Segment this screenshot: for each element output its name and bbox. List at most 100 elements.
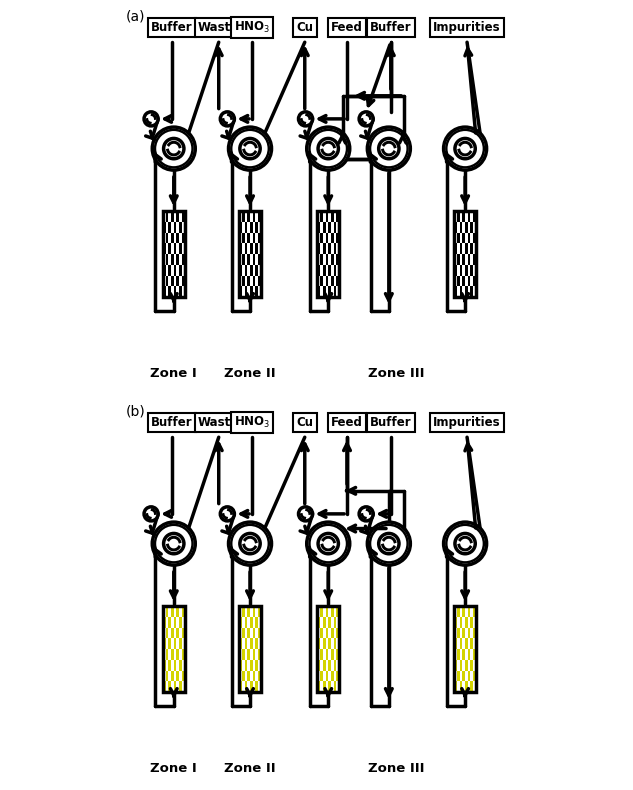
Bar	[174, 287, 177, 297]
Bar	[179, 276, 182, 287]
Bar	[253, 287, 255, 297]
Bar	[177, 682, 179, 692]
Bar	[177, 649, 179, 660]
Bar	[454, 222, 457, 233]
Bar	[334, 222, 336, 233]
Bar	[255, 660, 258, 671]
Bar	[331, 243, 334, 254]
Bar	[255, 233, 258, 243]
Bar	[255, 222, 258, 233]
Bar	[331, 671, 334, 682]
Bar	[258, 671, 261, 682]
Text: Waste: Waste	[198, 416, 239, 429]
Bar	[473, 287, 476, 297]
Bar	[329, 211, 331, 222]
Bar	[473, 638, 476, 649]
Bar	[318, 233, 320, 243]
Bar	[239, 649, 242, 660]
Bar	[171, 628, 174, 638]
Bar	[325, 265, 329, 276]
Bar	[253, 671, 255, 682]
Bar	[470, 211, 473, 222]
Bar	[182, 671, 185, 682]
Bar	[258, 649, 261, 660]
Bar	[334, 617, 336, 628]
Text: Waste: Waste	[198, 21, 239, 34]
Bar	[163, 606, 185, 692]
Bar	[318, 617, 320, 628]
Bar	[168, 628, 171, 638]
Bar	[239, 628, 242, 638]
Circle shape	[444, 522, 487, 565]
Bar	[166, 222, 168, 233]
Bar	[465, 660, 468, 671]
Text: Feed: Feed	[331, 416, 363, 429]
Bar	[465, 649, 468, 660]
Bar	[470, 628, 473, 638]
Bar	[465, 287, 468, 297]
Bar	[174, 265, 177, 276]
Bar	[320, 211, 323, 222]
Bar	[250, 638, 253, 649]
Bar	[334, 233, 336, 243]
Bar	[320, 222, 323, 233]
Bar	[336, 211, 339, 222]
Bar	[177, 628, 179, 638]
Bar	[465, 617, 468, 628]
Bar	[465, 254, 468, 265]
Bar	[258, 638, 261, 649]
Bar	[166, 628, 168, 638]
Bar	[460, 617, 463, 628]
Bar	[171, 638, 174, 649]
Bar	[320, 265, 323, 276]
Bar	[168, 671, 171, 682]
Bar	[468, 671, 470, 682]
Bar	[331, 265, 334, 276]
Bar	[454, 211, 457, 222]
Text: Buffer: Buffer	[370, 21, 411, 34]
Bar	[174, 638, 177, 649]
Bar	[242, 222, 244, 233]
Bar	[334, 671, 336, 682]
Bar	[329, 276, 331, 287]
Bar	[242, 254, 244, 265]
Circle shape	[153, 127, 195, 170]
Text: Zone II: Zone II	[224, 762, 276, 775]
Circle shape	[163, 138, 184, 159]
Bar	[179, 638, 182, 649]
Bar	[163, 638, 166, 649]
Circle shape	[367, 522, 410, 565]
Bar	[329, 243, 331, 254]
Bar	[177, 243, 179, 254]
Bar	[336, 233, 339, 243]
Bar	[468, 233, 470, 243]
Bar	[320, 233, 323, 243]
Bar	[463, 682, 465, 692]
Bar	[168, 682, 171, 692]
Bar	[248, 617, 250, 628]
Bar	[470, 660, 473, 671]
Bar	[163, 276, 166, 287]
Bar	[250, 233, 253, 243]
Bar	[331, 649, 334, 660]
Bar	[239, 276, 242, 287]
Bar	[244, 254, 248, 265]
Bar	[325, 671, 329, 682]
Bar	[454, 671, 457, 682]
Bar	[318, 682, 320, 692]
Bar	[242, 211, 244, 222]
Bar	[454, 628, 457, 638]
Bar	[168, 265, 171, 276]
Bar	[244, 682, 248, 692]
Bar	[255, 671, 258, 682]
Bar	[166, 660, 168, 671]
Bar	[244, 233, 248, 243]
Text: Zone III: Zone III	[368, 367, 425, 380]
Bar	[244, 628, 248, 638]
Bar	[174, 671, 177, 682]
Bar	[465, 276, 468, 287]
Bar	[329, 287, 331, 297]
Bar	[329, 638, 331, 649]
Circle shape	[318, 138, 339, 159]
Circle shape	[379, 533, 399, 554]
